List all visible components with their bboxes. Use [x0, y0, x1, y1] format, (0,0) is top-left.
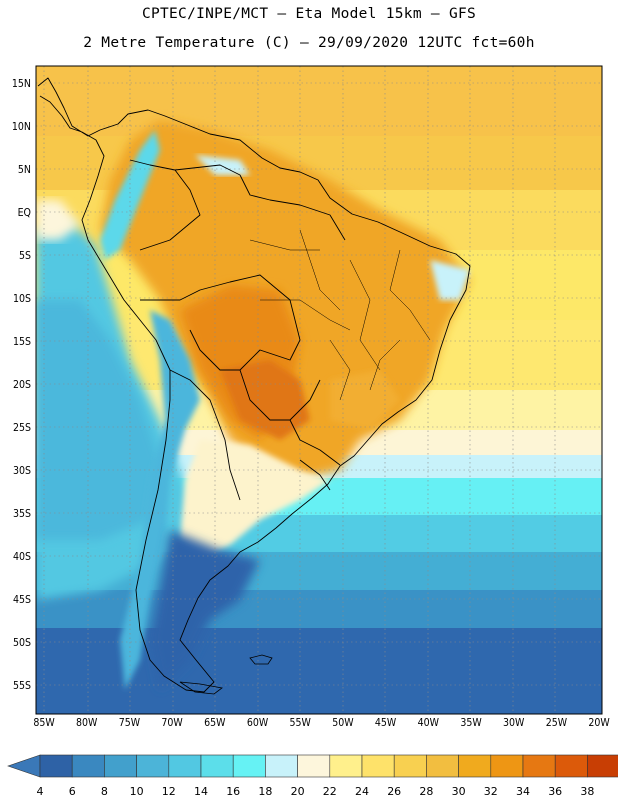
lat-tick-label: 55S	[13, 680, 31, 692]
lat-tick-label: 30S	[13, 465, 31, 477]
colorbar-label: 16	[226, 785, 240, 798]
colorbar-label: 24	[355, 785, 369, 798]
colorbar-swatch	[265, 754, 298, 778]
graticule	[36, 66, 602, 714]
colorbar-label: 4	[37, 785, 44, 798]
lat-tick-label: 10S	[13, 293, 31, 305]
colorbar-label: 34	[516, 785, 530, 798]
colorbar-label: 18	[258, 785, 272, 798]
colorbar-label: 38	[580, 785, 594, 798]
lon-tick-label: 75W	[119, 717, 141, 729]
lon-tick-label: 80W	[76, 717, 98, 729]
colorbar-swatch	[329, 754, 363, 778]
plot-frame	[35, 65, 603, 715]
colorbar-label: 28	[419, 785, 433, 798]
colorbar-swatch	[104, 754, 137, 778]
lat-tick-label: 15N	[12, 78, 31, 90]
lon-tick-label: 55W	[290, 717, 312, 729]
colorbar-swatch	[426, 754, 459, 778]
lat-tick-label: 35S	[13, 508, 31, 520]
longitude-labels: 85W 80W 75W 70W 65W 60W 55W 50W 45W 40W 35W 30W 25W 2…	[33, 717, 610, 729]
colorbar-swatch	[136, 754, 170, 778]
colorbar-label: 22	[323, 785, 337, 798]
coastline	[37, 77, 471, 693]
state-borders	[249, 229, 431, 401]
lat-tick-label: 5S	[19, 250, 31, 262]
lat-tick-label: 20S	[13, 379, 31, 391]
colorbar-swatch	[490, 754, 524, 778]
lon-tick-label: 25W	[546, 717, 568, 729]
lat-tick-label: 5N	[18, 164, 31, 176]
latitude-labels: 15N 10N 5N EQ 5S 10S 15S 20S 25S 30S 35S 40S 45S 50S 5…	[12, 78, 31, 692]
lon-tick-label: 45W	[375, 717, 397, 729]
colorbar-label: 36	[548, 785, 562, 798]
lon-tick-label: 85W	[33, 717, 55, 729]
colorbar-label: 26	[387, 785, 401, 798]
lat-tick-label: 50S	[13, 637, 31, 649]
colorbar-swatch	[71, 754, 105, 778]
colorbar-swatch	[39, 754, 73, 778]
colorbar-swatch	[232, 754, 266, 778]
colorbar-label: 8	[101, 785, 108, 798]
colorbar-label: 6	[69, 785, 76, 798]
map-title: CPTEC/INPE/MCT – Eta Model 15km – GFS	[141, 6, 477, 22]
colorbar-swatch	[297, 754, 331, 778]
lat-tick-label: 15S	[13, 336, 31, 348]
colorbar-label: 10	[130, 785, 144, 798]
lat-tick-label: 45S	[13, 594, 31, 606]
lon-tick-label: 20W	[588, 717, 610, 729]
colorbar-label: 14	[194, 785, 208, 798]
colorbar-swatch	[361, 754, 395, 778]
lon-tick-label: 65W	[204, 717, 226, 729]
lon-tick-label: 35W	[460, 717, 482, 729]
colorbar-label: 32	[484, 785, 498, 798]
colorbar-swatch	[200, 754, 234, 778]
temperature-field	[36, 66, 602, 714]
colorbar-label: 20	[291, 785, 305, 798]
lon-tick-label: 30W	[503, 717, 525, 729]
falklands-outline	[249, 654, 273, 665]
map-subtitle: 2 Metre Temperature (C) – 29/09/2020 12U…	[83, 35, 535, 51]
lon-tick-label: 50W	[332, 717, 354, 729]
lat-tick-label: 25S	[13, 422, 31, 434]
colorbar-swatch	[554, 754, 588, 778]
colorbar-swatch	[522, 754, 556, 778]
lon-tick-label: 70W	[161, 717, 183, 729]
colorbar: 4 6 8 10 12 14 16 18 20 22 24 26 28 30 32 34 36 38	[7, 754, 618, 798]
tierra-del-fuego-outline	[179, 681, 223, 695]
colorbar-swatch	[458, 754, 492, 778]
lon-tick-label: 60W	[247, 717, 269, 729]
colorbar-label: 12	[162, 785, 176, 798]
colorbar-swatch	[587, 754, 618, 778]
lon-tick-label: 40W	[418, 717, 440, 729]
colorbar-left-arrow	[7, 754, 41, 778]
lat-tick-label: 10N	[12, 121, 31, 133]
colorbar-swatch	[168, 754, 202, 778]
lat-tick-label: 40S	[13, 551, 31, 563]
colorbar-swatch	[393, 754, 427, 778]
colorbar-label: 30	[452, 785, 466, 798]
lat-tick-label: EQ	[18, 207, 31, 219]
